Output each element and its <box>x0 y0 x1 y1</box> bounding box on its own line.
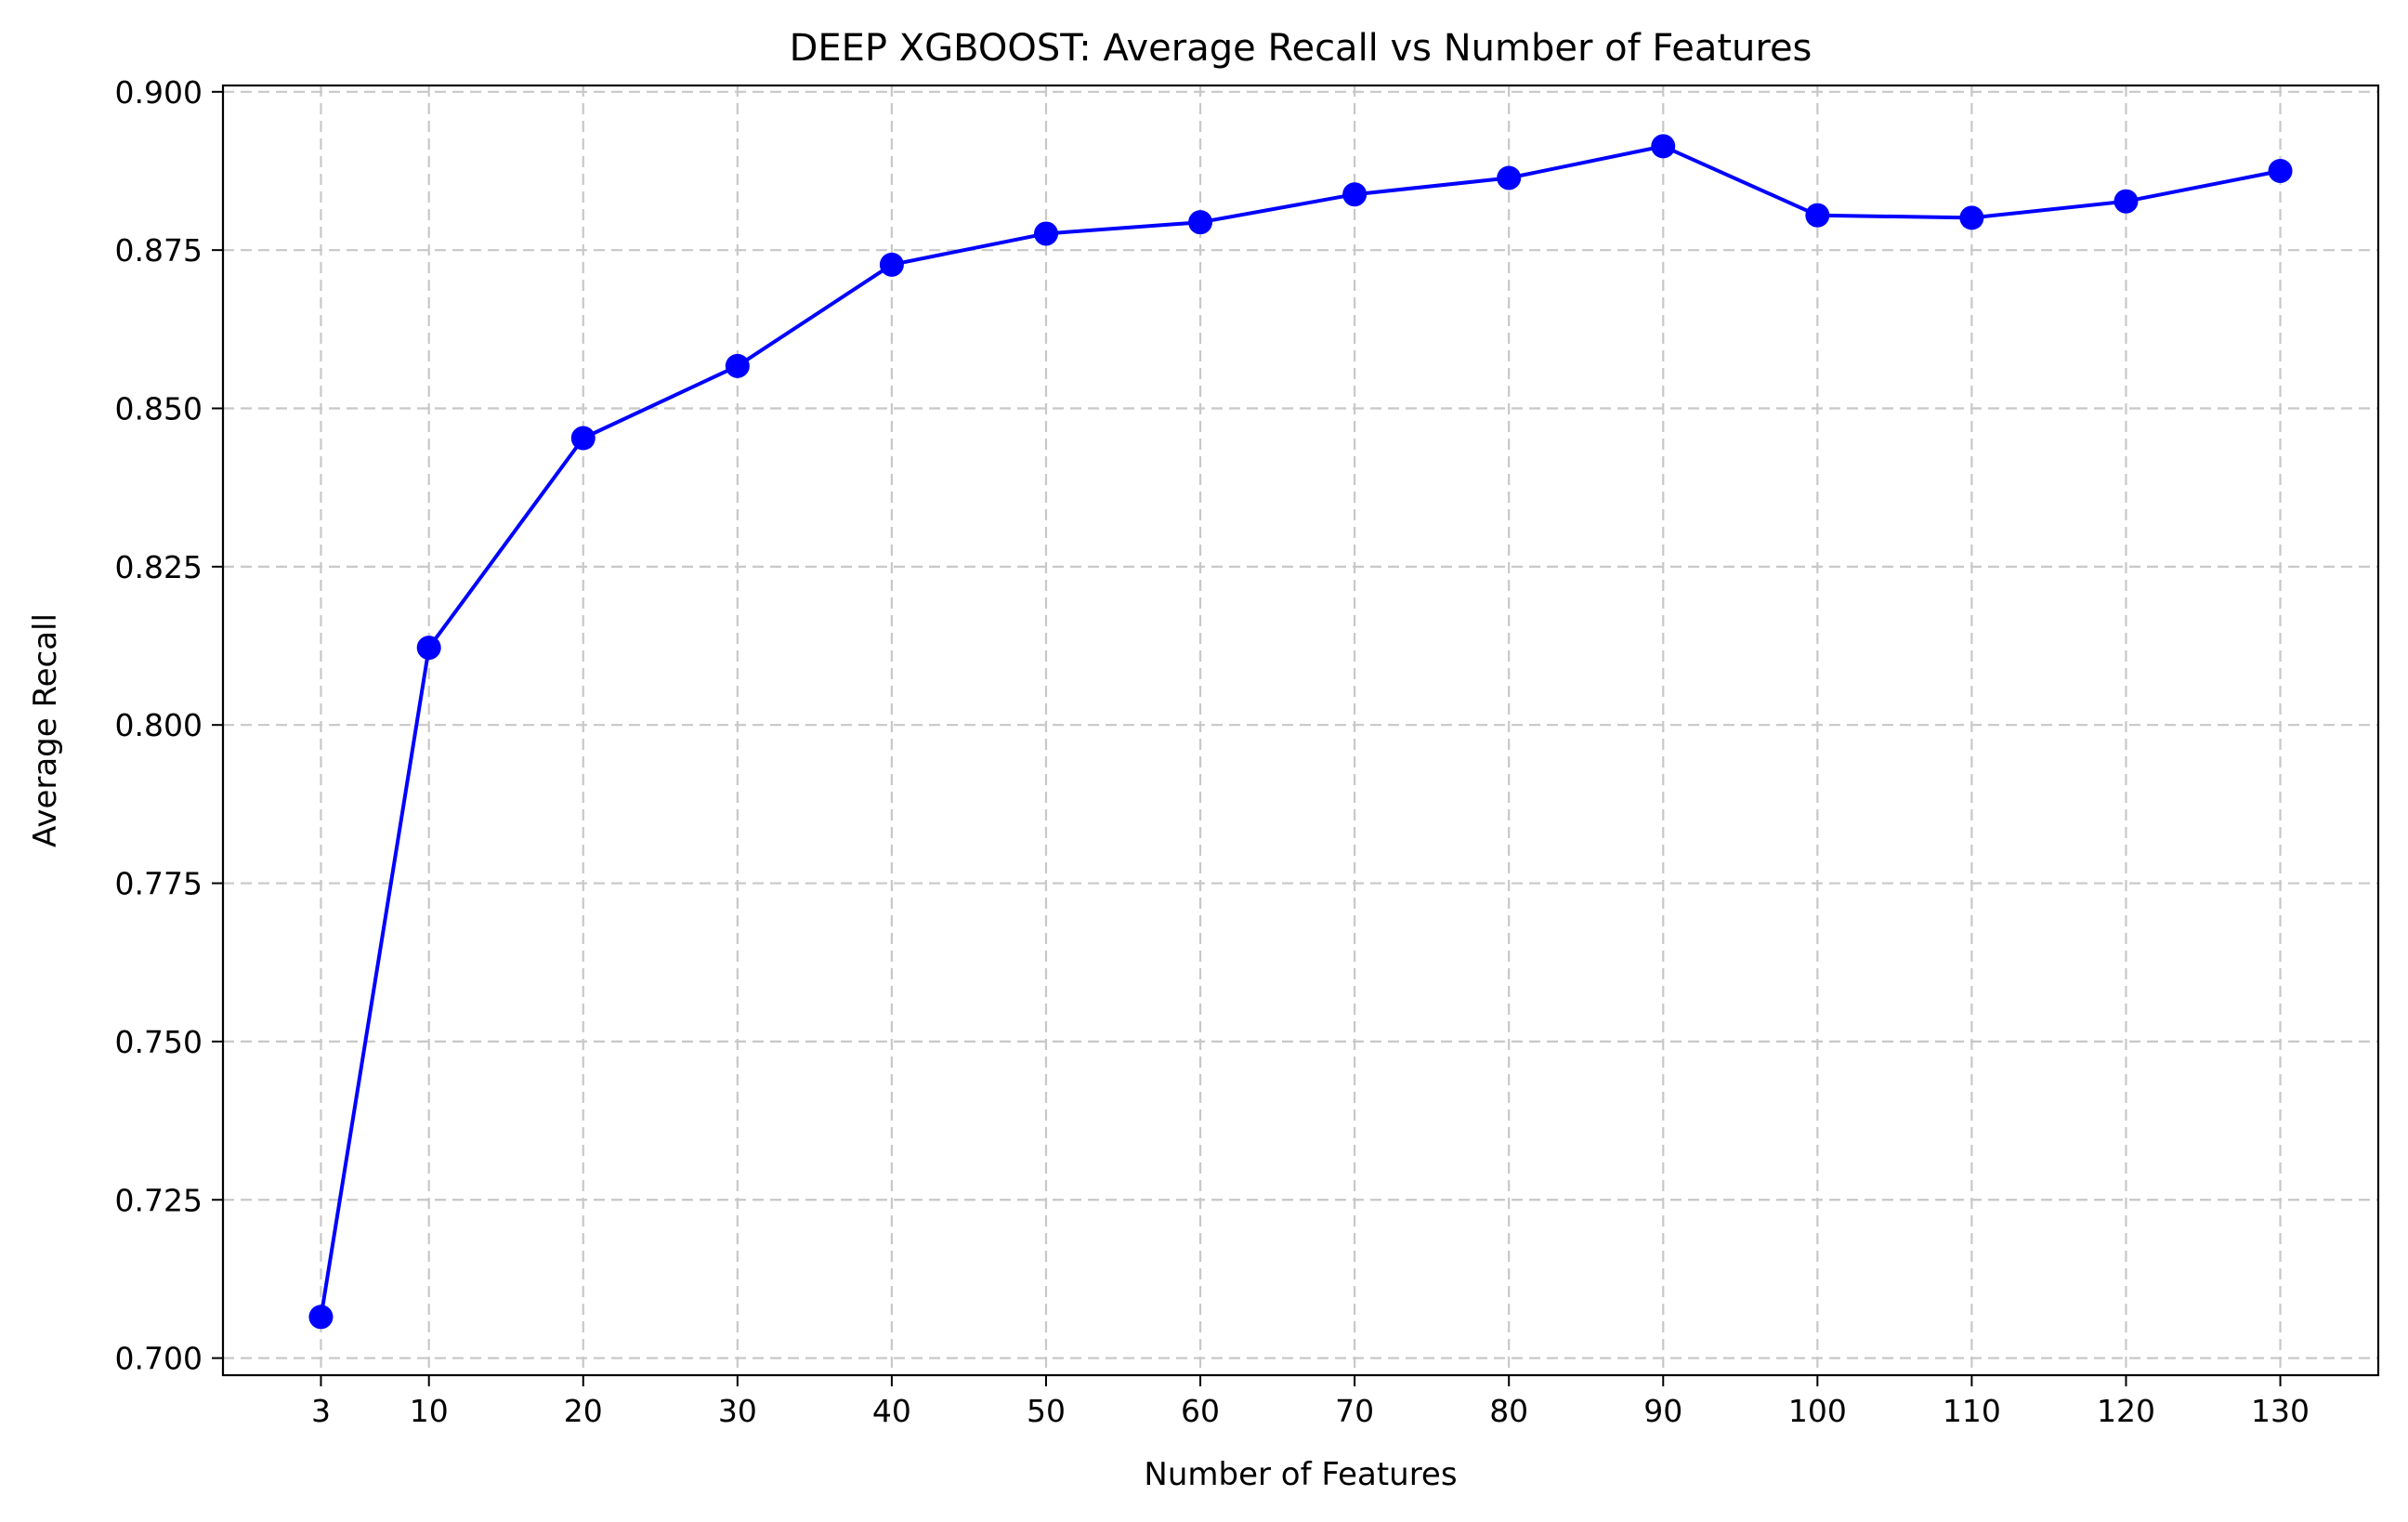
y-tick-label: 0.825 <box>115 549 203 585</box>
data-point <box>1033 221 1058 246</box>
x-tick-label: 110 <box>1943 1393 2001 1429</box>
data-point <box>2268 158 2293 183</box>
y-tick-label: 0.900 <box>115 74 203 111</box>
x-tick-label: 20 <box>564 1393 603 1429</box>
series-line <box>319 144 2281 1318</box>
data-point <box>725 353 750 378</box>
y-axis: 0.700 0.725 0.750 0.775 0.800 0.825 0.850 0.875… <box>115 74 223 1377</box>
x-axis-label: Number of Features <box>1144 1456 1457 1493</box>
x-tick-label: 60 <box>1181 1393 1220 1429</box>
y-tick-label: 0.775 <box>115 866 203 902</box>
x-tick-label: 30 <box>718 1393 757 1429</box>
data-point <box>1959 205 1984 230</box>
y-axis-label: Average Recall <box>27 613 64 847</box>
x-tick-label: 70 <box>1335 1393 1374 1429</box>
y-tick-label: 0.750 <box>115 1024 203 1060</box>
data-point <box>308 1305 334 1330</box>
data-point <box>570 426 595 451</box>
x-tick-label: 100 <box>1788 1393 1847 1429</box>
plot-frame <box>221 84 2380 1377</box>
data-point <box>1342 182 1368 207</box>
grid-lines <box>223 85 2378 1375</box>
data-point <box>2114 189 2139 214</box>
x-tick-label: 40 <box>872 1393 911 1429</box>
y-tick-label: 0.700 <box>115 1341 203 1377</box>
y-tick-label: 0.875 <box>115 232 203 269</box>
data-point <box>416 636 441 661</box>
x-tick-label: 130 <box>2251 1393 2310 1429</box>
series-layer <box>308 134 2293 1330</box>
data-point <box>879 252 904 277</box>
x-tick-label: 120 <box>2097 1393 2155 1429</box>
x-tick-label: 3 <box>311 1393 331 1429</box>
chart-title: DEEP XGBOOST: Average Recall vs Number o… <box>790 27 1813 70</box>
data-point <box>1651 134 1676 159</box>
x-tick-label: 50 <box>1027 1393 1066 1429</box>
data-point <box>1497 165 1522 190</box>
y-tick-label: 0.800 <box>115 707 203 743</box>
y-tick-label: 0.725 <box>115 1182 203 1218</box>
data-point <box>1188 210 1213 235</box>
x-axis: 3 10 20 30 40 50 60 70 80 90 100 110 120 130 <box>311 1375 2310 1429</box>
x-tick-label: 10 <box>410 1393 449 1429</box>
y-tick-label: 0.850 <box>115 391 203 427</box>
x-tick-label: 80 <box>1489 1393 1528 1429</box>
x-tick-label: 90 <box>1643 1393 1682 1429</box>
data-point <box>1805 203 1830 228</box>
